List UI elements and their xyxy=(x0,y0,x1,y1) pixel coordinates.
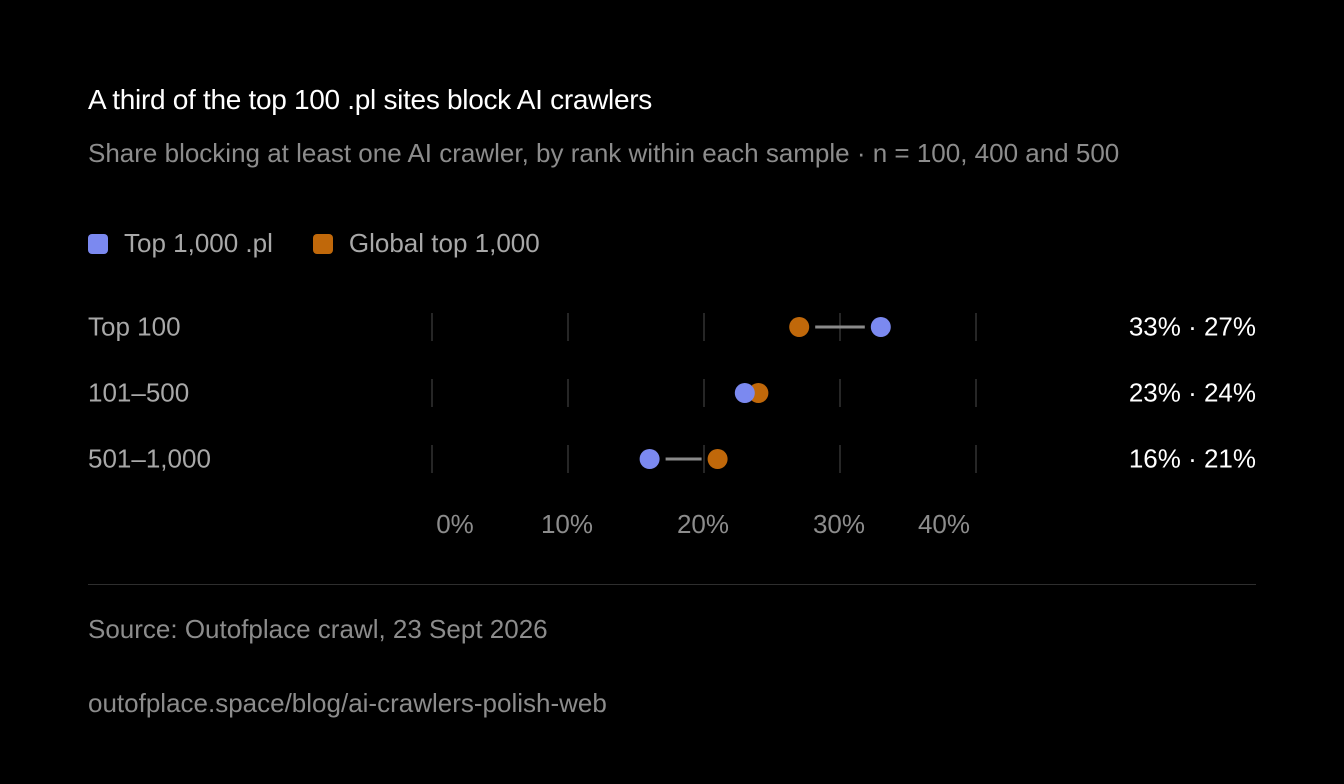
row-label-top-100: Top 100 xyxy=(88,311,181,342)
x-tick-label-2: 20% xyxy=(677,509,729,539)
dot-global-0 xyxy=(789,317,810,337)
legend: Top 1,000 .pl Global top 1,000 xyxy=(88,228,580,259)
legend-item-pl: Top 1,000 .pl xyxy=(88,228,273,259)
row-label-501-1000: 501–1,000 xyxy=(88,443,211,474)
row-value-101-500: 23% · 24% xyxy=(1128,377,1256,408)
footer-divider xyxy=(88,584,1256,585)
row-label-101-500: 101–500 xyxy=(88,377,190,408)
dot-pl-2 xyxy=(639,449,660,469)
chart-subtitle: Share blocking at least one AI crawler, … xyxy=(88,138,1120,168)
x-tick-label-4: 40% xyxy=(918,509,970,539)
dot-pl-0 xyxy=(870,317,891,337)
source-note: Source: Outofplace crawl, 23 Sept 2026 xyxy=(88,614,548,644)
legend-label-pl: Top 1,000 .pl xyxy=(124,228,273,258)
x-tick-label-3: 30% xyxy=(813,509,865,539)
legend-label-global: Global top 1,000 xyxy=(348,228,540,258)
x-tick-label-1: 10% xyxy=(541,509,593,539)
row-value-501-1000: 16% · 21% xyxy=(1128,443,1256,474)
x-tick-label-0: 0% xyxy=(436,509,474,539)
legend-swatch-pl xyxy=(88,233,108,254)
chart-title: A third of the top 100 .pl sites block A… xyxy=(88,84,652,115)
dot-pl-1 xyxy=(734,383,755,403)
dot-global-2 xyxy=(707,449,728,469)
row-value-top-100: 33% · 27% xyxy=(1128,311,1256,342)
source-url: outofplace.space/blog/ai-crawlers-polish… xyxy=(88,688,607,718)
legend-swatch-global xyxy=(312,233,333,254)
legend-item-global: Global top 1,000 xyxy=(312,228,540,259)
